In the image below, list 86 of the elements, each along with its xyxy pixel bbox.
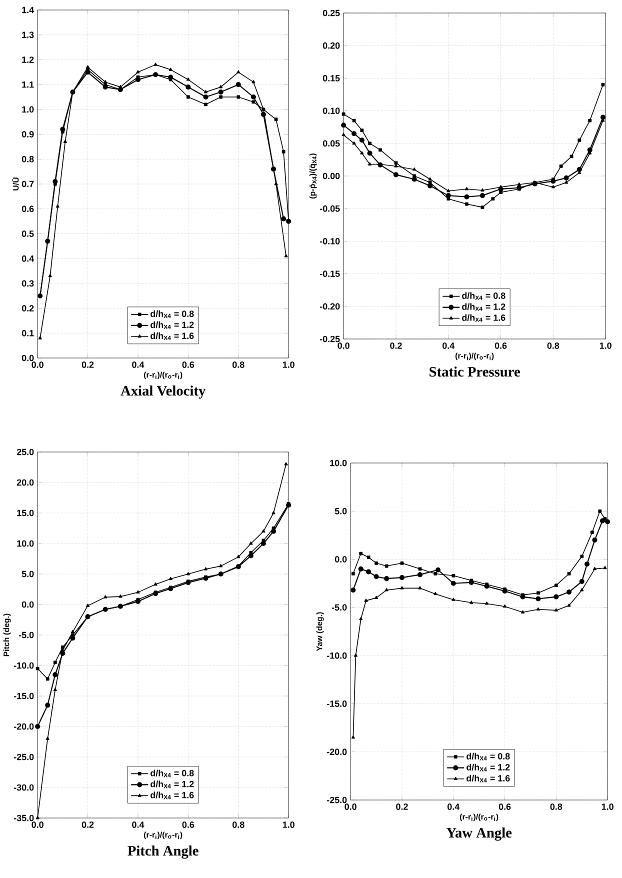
y-tick-label: 0.7 [22,180,34,188]
y-tick-label: -0.05 [320,205,340,212]
legend-label: d/h$_{X4}$ = 1.2 [462,303,506,311]
y-tick-label: 1.0 [22,106,34,113]
x-tick-label: 0.8 [232,822,245,828]
y-tick-label: 0.6 [22,206,34,212]
legend-label: d/h$_{X4}$ = 1.6 [466,774,510,782]
legend-label: d/h$_{X4}$ = 1.2 [466,764,510,772]
y-tick-label: 0.10 [323,108,340,114]
legend-label: d/h$_{X4}$ = 1.6 [462,314,506,322]
y-tick-label: -0.20 [320,303,340,310]
y-tick-label: 20.0 [17,479,34,486]
y-tick-label: 0.0 [22,354,34,362]
x-tick-label: 1.0 [283,362,295,368]
x-tick-label: 0.2 [390,342,402,349]
x-tick-label: 0.6 [499,804,511,810]
legend-label: d/h$_{X4}$ = 1.2 [150,321,194,329]
y-tick-label: -25.0 [14,754,34,760]
x-tick-label: 0.2 [82,362,94,368]
y-tick-label: 0.5 [22,230,34,237]
y-tick-label: -0.15 [320,270,340,277]
y-tick-label: 0.2 [22,305,34,312]
legend-label: d/h$_{X4}$ = 0.8 [462,292,506,300]
y-tick-label: -20.0 [14,723,34,730]
text: Pitch Angle [128,846,199,859]
x-tick-label: 1.0 [600,342,612,349]
y-tick-label: 0.9 [22,131,34,138]
x-tick-label: 0.4 [442,342,455,349]
y-tick-label: 0.20 [323,42,340,49]
y-tick-label: -25.0 [327,796,347,804]
x-tick-label: 0.4 [132,822,144,828]
y-tick-label: 0.0 [335,556,347,562]
y-tick-label: 5.0 [22,570,34,578]
y-tick-label: -10.0 [327,652,347,659]
legend-label: d/h$_{X4}$ = 0.8 [466,752,510,760]
x-tick-label: 1.0 [283,822,295,828]
legend-label: d/h$_{X4}$ = 0.8 [150,310,194,318]
text: Static Pressure [430,366,520,377]
y-tick-label: -15.0 [14,692,34,700]
y-tick-label: 0.0 [22,601,34,608]
y-tick-label: 1.3 [22,32,34,38]
y-tick-label: -0.25 [320,336,340,342]
y-tick-label: 5.0 [335,508,347,514]
legend-label: d/h$_{X4}$ = 1.6 [150,332,194,340]
y-tick-label: 0.05 [323,140,340,147]
text: Axial Velocity [120,386,206,399]
y-tick-label: 1.1 [22,81,34,88]
x-tick-label: 0.8 [548,342,560,349]
y-tick-label: -15.0 [327,700,347,707]
y-tick-label: 1.2 [22,56,34,63]
y-tick-label: 0.25 [323,10,340,16]
x-tick-label: 0.2 [82,822,94,828]
x-tick-label: 0.4 [448,804,460,810]
legend-label: d/h$_{X4}$ = 1.6 [150,792,194,800]
x-tick-label: 0.8 [550,804,562,810]
y-tick-label: 15.0 [17,510,34,516]
x-tick-label: 0.8 [232,362,245,368]
y-tick-label: -20.0 [327,748,347,756]
y-tick-label: -0.10 [320,238,340,244]
y-tick-label: -35.0 [14,814,34,822]
y-tick-label: -5.0 [19,632,34,638]
x-tick-label: 1.0 [602,804,614,810]
x-tick-label: 0.6 [495,342,507,349]
x-tick-label: 0.6 [182,362,194,368]
y-tick-label: 0.4 [22,255,34,262]
x-tick-label: 0.6 [182,822,194,828]
y-tick-label: -10.0 [14,662,34,669]
y-tick-label: 1.4 [22,6,34,14]
y-tick-label: 25.0 [17,448,34,456]
x-tick-label: 0.2 [396,804,408,810]
x-tick-label: 0.0 [32,362,44,368]
y-tick-label: 0.15 [323,75,340,82]
legend-label: d/h$_{X4}$ = 0.8 [150,770,194,778]
y-tick-label: -5.0 [332,604,347,611]
text: Yaw Angle [446,828,512,841]
y-tick-label: 0.1 [22,330,34,336]
y-tick-label: -30.0 [14,784,34,791]
x-tick-label: 0.0 [344,804,357,810]
legend-label: d/h$_{X4}$ = 1.2 [150,780,194,788]
y-tick-label: 0.8 [22,156,34,162]
y-tick-label: 10.0 [17,540,34,547]
y-tick-label: 10.0 [330,460,347,466]
x-tick-label: 0.4 [132,362,144,368]
y-tick-label: 0.3 [22,280,34,287]
y-tick-label: 0.00 [323,172,340,180]
x-tick-label: 0.0 [32,822,44,828]
